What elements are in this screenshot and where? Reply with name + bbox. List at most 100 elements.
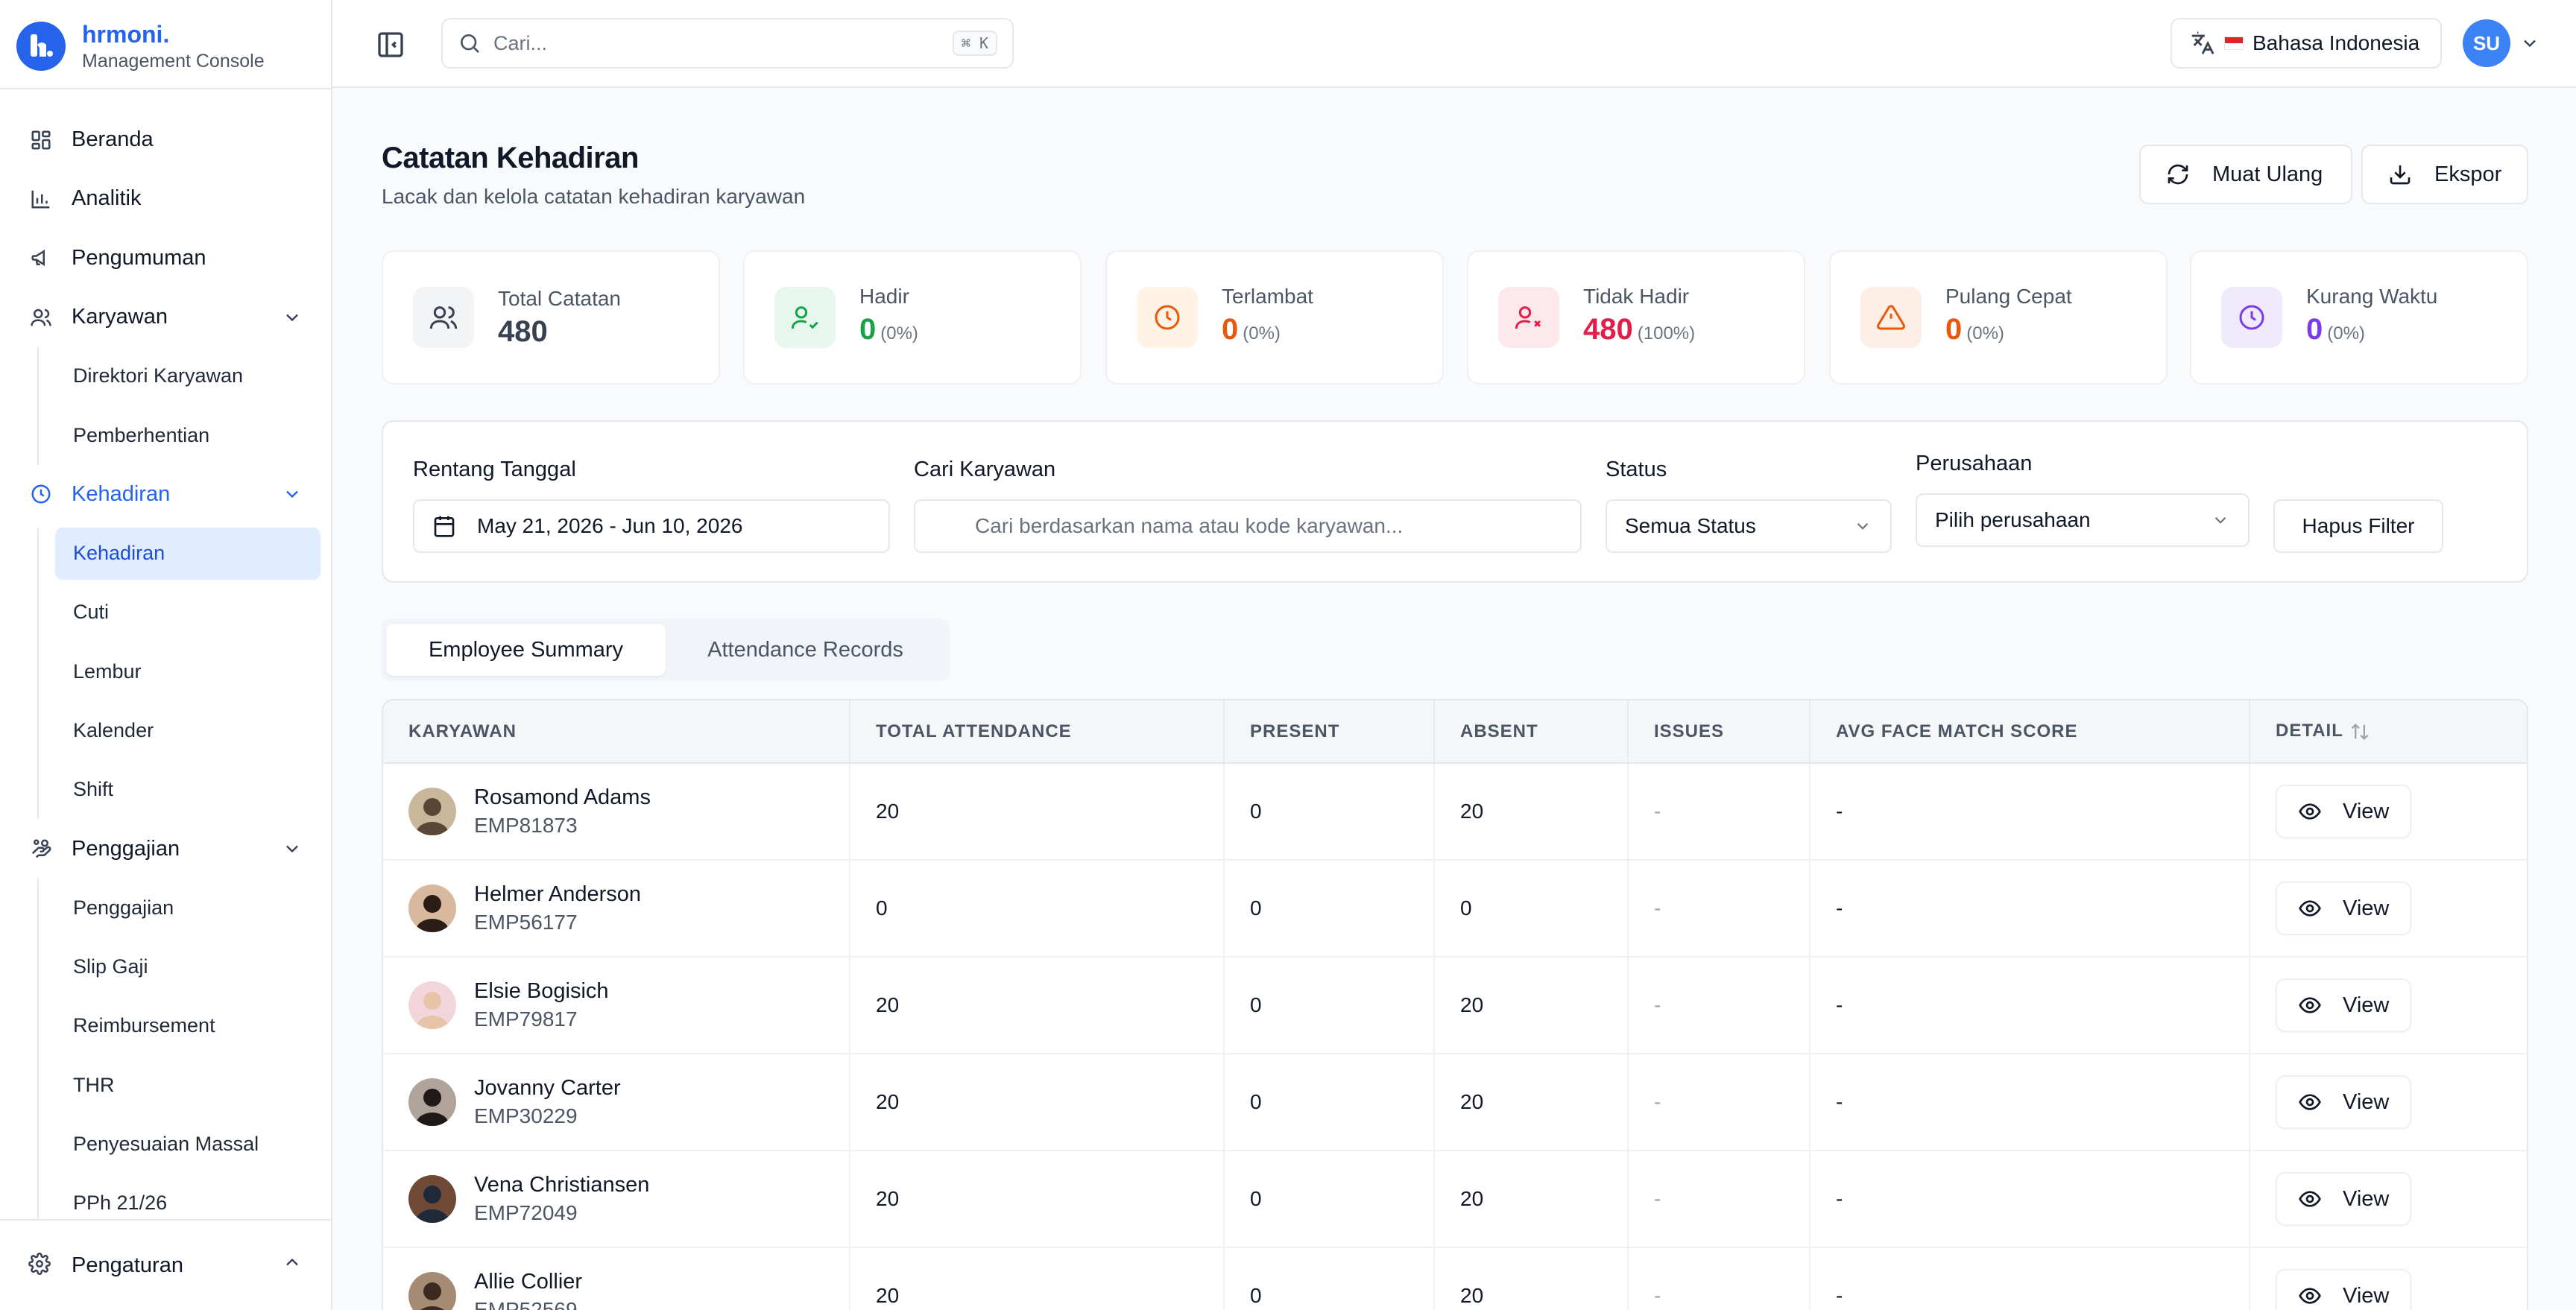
sidebar-subitem-reimbursement[interactable]: Reimbursement — [73, 1014, 215, 1037]
status-label: Status — [1606, 458, 1667, 481]
clock-icon — [28, 481, 54, 507]
cell-employee: Elsie Bogisich EMP79817 — [383, 957, 850, 1054]
clock-icon — [2221, 287, 2282, 348]
stat-value: 0 — [859, 313, 877, 346]
sort-icon[interactable] — [2349, 721, 2370, 742]
search-input[interactable]: Cari... ⌘ K — [441, 18, 1014, 69]
sidebar-subitem-slip-gaji[interactable]: Slip Gaji — [73, 955, 148, 978]
language-button[interactable]: Bahasa Indonesia — [2171, 18, 2442, 69]
chevron-down-icon — [282, 484, 303, 504]
sidebar-subitem-penyesuaian-massal[interactable]: Penyesuaian Massal — [73, 1133, 259, 1156]
tab-attendance-records[interactable]: Attendance Records — [707, 637, 903, 662]
employee-search-input[interactable]: Cari berdasarkan nama atau kode karyawan… — [914, 499, 1582, 553]
sidebar-item-kehadiran[interactable]: Kehadiran — [0, 465, 331, 524]
employee-search-label: Cari Karyawan — [914, 458, 1056, 481]
main-content: Catatan Kehadiran Lacak dan kelola catat… — [332, 88, 2576, 1310]
megaphone-icon — [28, 245, 54, 270]
chevron-down-icon — [2211, 510, 2230, 530]
sidebar-subitem-cuti[interactable]: Cuti — [73, 601, 110, 624]
view-button[interactable]: View — [2276, 978, 2412, 1032]
view-button[interactable]: View — [2276, 1172, 2412, 1226]
cell-issues: - — [1628, 860, 1811, 958]
sidebar-item-pengumuman[interactable]: Pengumuman — [0, 229, 331, 288]
sidebar-subitem-thr[interactable]: THR — [73, 1073, 115, 1096]
company-select[interactable]: Pilih perusahaan — [1916, 493, 2250, 547]
view-label: View — [2343, 993, 2390, 1017]
export-button[interactable]: Ekspor — [2361, 145, 2528, 204]
stat-percent: (0%) — [1243, 323, 1281, 344]
reload-label: Muat Ulang — [2212, 162, 2323, 186]
cell-total-attendance: 20 — [850, 957, 1225, 1054]
eye-icon — [2298, 993, 2322, 1017]
indonesia-flag-icon — [2224, 37, 2244, 50]
sidebar-item-karyawan[interactable]: Karyawan — [0, 288, 331, 347]
view-button[interactable]: View — [2276, 1269, 2412, 1310]
sidebar-subitem-pemberhentian[interactable]: Pemberhentian — [73, 423, 210, 446]
column-header-detail[interactable]: DETAIL — [2250, 700, 2527, 764]
brand-logo-icon — [16, 22, 66, 71]
chevron-down-icon — [282, 307, 303, 328]
sidebar-subitem-shift[interactable]: Shift — [73, 778, 114, 801]
column-header-avg-face-match[interactable]: AVG FACE MATCH SCORE — [1810, 700, 2250, 764]
sidebar-toggle-icon[interactable] — [376, 30, 405, 60]
chevron-down-icon — [282, 838, 303, 859]
view-label: View — [2343, 1283, 2390, 1308]
view-button[interactable]: View — [2276, 1075, 2412, 1129]
cell-present: 0 — [1224, 1054, 1435, 1151]
language-label: Bahasa Indonesia — [2253, 31, 2420, 54]
employee-avatar — [408, 1078, 456, 1126]
sidebar-item-pengaturan[interactable]: Pengaturan — [0, 1219, 331, 1310]
column-header-absent[interactable]: ABSENT — [1434, 700, 1629, 764]
karyawan-submenu: Direktori Karyawan Pemberhentian — [37, 347, 331, 465]
brand[interactable]: hrmoni. Management Console — [16, 16, 265, 76]
stat-card-terlambat: Terlambat 0 (0%) — [1105, 250, 1444, 385]
employee-summary-table: KARYAWAN TOTAL ATTENDANCE PRESENT ABSENT… — [382, 699, 2528, 1310]
clear-filter-label: Hapus Filter — [2302, 514, 2415, 537]
bar-chart-icon — [28, 186, 54, 212]
cell-present: 0 — [1224, 763, 1435, 861]
date-range-picker[interactable]: May 21, 2026 - Jun 10, 2026 — [413, 499, 890, 553]
cell-employee: Rosamond Adams EMP81873 — [383, 763, 850, 861]
employee-code: EMP30229 — [474, 1104, 578, 1127]
gear-icon — [28, 1253, 54, 1278]
cell-absent: 20 — [1434, 763, 1629, 861]
cell-present: 0 — [1224, 957, 1435, 1054]
eye-icon — [2298, 800, 2322, 823]
sidebar-subitem-kehadiran[interactable]: Kehadiran — [55, 527, 321, 580]
view-button[interactable]: View — [2276, 785, 2412, 838]
view-label: View — [2343, 1089, 2390, 1114]
eye-icon — [2298, 1284, 2322, 1308]
column-header-present[interactable]: PRESENT — [1224, 700, 1435, 764]
sidebar-item-penggajian[interactable]: Penggajian — [0, 819, 331, 878]
user-x-icon — [1498, 287, 1559, 348]
cell-absent: 20 — [1434, 1054, 1629, 1151]
brand-subtitle: Management Console — [82, 51, 265, 72]
company-placeholder: Pilih perusahaan — [1935, 508, 2091, 531]
search-icon — [458, 31, 482, 55]
reload-button[interactable]: Muat Ulang — [2139, 145, 2352, 204]
sidebar-subitem-pph[interactable]: PPh 21/26 — [73, 1192, 168, 1215]
column-header-issues[interactable]: ISSUES — [1628, 700, 1811, 764]
cell-detail: View — [2250, 1054, 2527, 1151]
sidebar-subitem-lembur[interactable]: Lembur — [73, 659, 142, 683]
sidebar-item-beranda[interactable]: Beranda — [0, 110, 331, 169]
column-header-total-attendance[interactable]: TOTAL ATTENDANCE — [850, 700, 1225, 764]
sidebar-subitem-penggajian[interactable]: Penggajian — [73, 896, 174, 919]
tab-employee-summary[interactable]: Employee Summary — [386, 624, 666, 676]
user-menu[interactable]: SU — [2463, 19, 2540, 67]
view-button[interactable]: View — [2276, 882, 2412, 935]
cell-total-attendance: 20 — [850, 1151, 1225, 1248]
sidebar-subitem-kalender[interactable]: Kalender — [73, 719, 154, 741]
column-header-karyawan[interactable]: KARYAWAN — [383, 700, 850, 764]
cell-detail: View — [2250, 860, 2527, 958]
cell-absent: 20 — [1434, 1247, 1629, 1310]
sidebar-subitem-direktori-karyawan[interactable]: Direktori Karyawan — [73, 364, 244, 387]
stat-percent: (100%) — [1637, 323, 1696, 344]
sidebar-item-analitik[interactable]: Analitik — [0, 169, 331, 228]
stat-card-tidak-hadir: Tidak Hadir 480 (100%) — [1467, 250, 1805, 385]
cell-employee: Vena Christiansen EMP72049 — [383, 1151, 850, 1248]
table-row: Allie Collier EMP52569 20 0 20- - View — [383, 1247, 2527, 1310]
cell-face-match-score: - — [1810, 1247, 2250, 1310]
clear-filter-button[interactable]: Hapus Filter — [2273, 499, 2443, 553]
status-select[interactable]: Semua Status — [1606, 499, 1892, 553]
